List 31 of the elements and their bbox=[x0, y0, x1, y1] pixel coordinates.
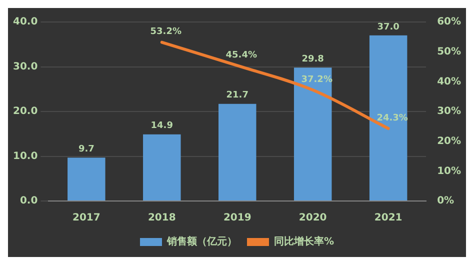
y-tick-label: 30.0 bbox=[12, 61, 38, 72]
x-tick-label: 2018 bbox=[148, 212, 176, 224]
y2-tick-label: 50% bbox=[437, 46, 461, 58]
y-tick-label: 10.0 bbox=[12, 150, 38, 162]
y2-tick-label: 10% bbox=[437, 166, 461, 177]
bar bbox=[68, 158, 106, 200]
x-tick-label: 2019 bbox=[223, 212, 252, 224]
data-label: 45.4% bbox=[226, 50, 257, 60]
bar bbox=[369, 35, 408, 200]
y-tick-label: 20.0 bbox=[12, 106, 38, 118]
y2-tick-label: 40% bbox=[437, 76, 461, 88]
bar bbox=[218, 104, 256, 200]
y2-tick-label: 30% bbox=[437, 106, 461, 118]
data-label: 53.2% bbox=[150, 27, 182, 38]
legend-label: 同比增长率% bbox=[274, 236, 334, 248]
y2-tick-label: 60% bbox=[437, 16, 461, 28]
data-label: 14.9 bbox=[150, 121, 173, 132]
y-tick-label: 0.0 bbox=[20, 196, 38, 207]
bar bbox=[143, 134, 181, 200]
data-label: 21.7 bbox=[226, 90, 248, 101]
bar bbox=[294, 68, 332, 200]
x-tick-label: 2017 bbox=[72, 212, 100, 224]
x-tick-label: 2020 bbox=[298, 212, 327, 224]
x-tick-label: 2021 bbox=[374, 212, 402, 224]
legend-label: 销售额（亿元） bbox=[166, 236, 237, 248]
y2-tick-label: 0% bbox=[437, 196, 454, 207]
y2-tick-label: 20% bbox=[437, 136, 461, 147]
data-label: 29.8 bbox=[302, 54, 324, 64]
data-label: 9.7 bbox=[78, 144, 94, 154]
data-label: 37.0 bbox=[377, 22, 400, 32]
y-tick-label: 40.0 bbox=[12, 16, 38, 28]
